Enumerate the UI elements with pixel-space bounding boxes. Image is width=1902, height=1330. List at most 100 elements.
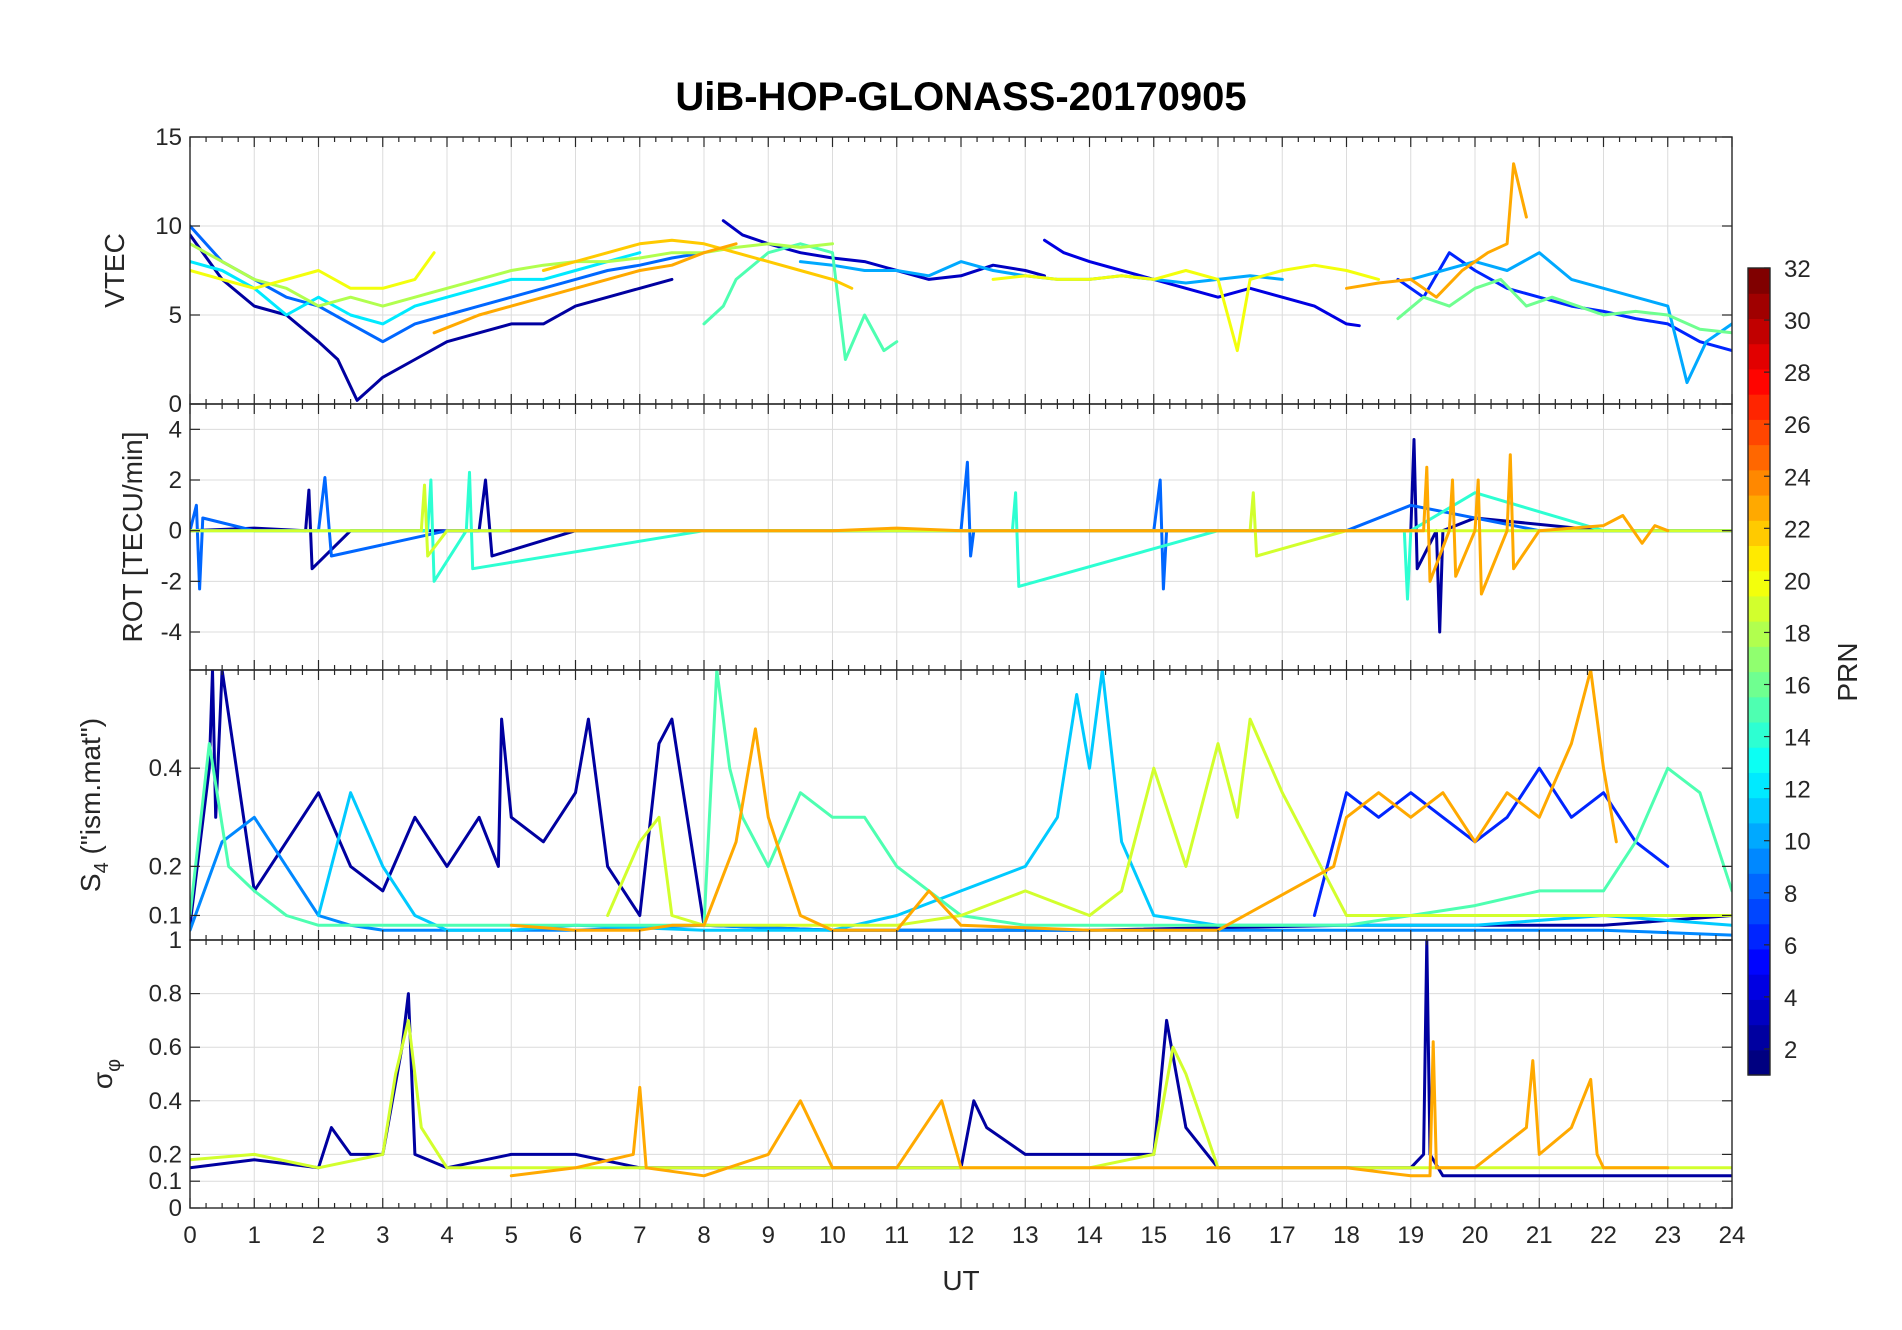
vtec-y-tick-label: 15	[155, 124, 182, 151]
rot-y-tick-label: 4	[169, 416, 182, 443]
ylabel-subscript: φ	[103, 1059, 125, 1072]
sigma_phi-y-tick-label: 0.6	[149, 1034, 182, 1061]
colorbar-segment	[1748, 1049, 1770, 1076]
vtec-series-prn-3	[721, 219, 1046, 281]
x-tick-label: 10	[819, 1222, 846, 1249]
colorbar-segment	[1748, 999, 1770, 1026]
s4-y-tick-label: 0.2	[149, 853, 182, 880]
rot-y-tick-label: -2	[161, 568, 182, 595]
x-tick-label: 14	[1076, 1222, 1103, 1249]
rot-y-tick-label: -4	[161, 619, 182, 646]
colorbar-tick-label: 28	[1784, 360, 1811, 387]
ylabel-subscript: 4	[91, 862, 113, 873]
colorbar-segment	[1748, 898, 1770, 925]
vtec-y-tick-label: 10	[155, 213, 182, 240]
rot-y-axis-label: ROT [TECU/min]	[117, 431, 148, 642]
vtec-series-prn-16	[1396, 277, 1732, 335]
x-tick-label: 8	[697, 1222, 710, 1249]
colorbar-segment	[1748, 747, 1770, 773]
x-tick-label: 23	[1654, 1222, 1681, 1249]
vtec-y-tick-label: 5	[169, 302, 182, 329]
colorbar-segment	[1748, 419, 1770, 446]
x-tick-label: 7	[633, 1222, 646, 1249]
x-axis-label: UT	[942, 1265, 979, 1296]
colorbar-tick-label: 32	[1784, 256, 1811, 283]
colorbar-segment	[1748, 343, 1770, 370]
sigma_phi-y-tick-label: 0.8	[149, 981, 182, 1008]
s4-y-axis-label: S4 ("ism.mat")	[75, 718, 113, 892]
vtec-series-prn-12	[190, 251, 642, 326]
colorbar-frame	[1747, 267, 1771, 1076]
x-tick-label: 4	[440, 1222, 453, 1249]
vtec-series-prn-2	[190, 233, 674, 402]
colorbar-segment	[1748, 923, 1770, 950]
s4-panel: 0.1 0.2 0.4 S4 ("ism.mat")	[75, 669, 1733, 941]
colorbar-segment	[1748, 696, 1770, 723]
x-tick-label: 9	[762, 1222, 775, 1249]
vtec-series-prn-23	[432, 242, 738, 335]
sigma_phi-y-tick-label: 0.1	[149, 1168, 182, 1195]
x-tick-label: 6	[569, 1222, 582, 1249]
vtec-series-prn-20	[991, 263, 1381, 353]
colorbar-segment	[1748, 368, 1770, 395]
ylabel-main: σ	[87, 1072, 118, 1089]
s4-y-tick-label: 0.1	[149, 902, 182, 929]
vtec-panel: 0 5 10 15 VTEC	[99, 124, 1733, 418]
colorbar-segment	[1748, 595, 1770, 622]
sigma_phi-y-tick-label: 0.4	[149, 1088, 182, 1115]
colorbar-segment	[1748, 268, 1770, 294]
vtec-series-prn-8	[190, 224, 706, 344]
colorbar-tick-label: 18	[1784, 620, 1811, 647]
colorbar-tick-label: 22	[1784, 516, 1811, 543]
x-tick-label: 12	[948, 1222, 975, 1249]
colorbar-segment	[1748, 469, 1770, 496]
x-tick-label: 20	[1462, 1222, 1489, 1249]
rot-series-group	[190, 438, 1732, 634]
vtec-series-group	[190, 162, 1732, 402]
s4-series-prn-15	[190, 670, 1732, 927]
s4-series-group	[190, 670, 1732, 937]
x-tick-label: 2	[312, 1222, 325, 1249]
s4-series-prn-19	[606, 717, 1732, 927]
colorbar-segment	[1748, 1024, 1770, 1051]
colorbar-segment	[1748, 293, 1770, 320]
sigma_phi-y-tick-label: 0	[169, 1195, 182, 1222]
colorbar-segment	[1748, 873, 1770, 900]
colorbar-segment	[1748, 721, 1770, 748]
colorbar-segment	[1748, 974, 1770, 1000]
colorbar-segment	[1748, 318, 1770, 345]
x-tick-label: 3	[376, 1222, 389, 1249]
rot-panel: -4 -2 0 2 4 ROT [TECU/min]	[117, 403, 1733, 671]
sigma_phi-series-group	[190, 940, 1732, 1178]
rot-y-tick-label: 2	[169, 467, 182, 494]
colorbar-tick-label: 8	[1784, 881, 1797, 908]
x-tick-label: 21	[1526, 1222, 1553, 1249]
colorbar-segment	[1748, 646, 1770, 673]
vtec-series-prn-23	[1345, 162, 1528, 299]
colorbar-segment	[1748, 621, 1770, 647]
sigma_phi-series-prn-23	[509, 1040, 1670, 1178]
x-tick-label: 5	[505, 1222, 518, 1249]
sigma-phi-panel: 00.10.2 0.4 0.6 0.8 1 σφ	[87, 927, 1733, 1222]
colorbar-segment	[1748, 570, 1770, 597]
x-tick-label: 0	[183, 1222, 196, 1249]
colorbar-segment	[1748, 822, 1770, 849]
ylabel-rest: ("ism.mat")	[75, 718, 106, 862]
x-tick-label: 1	[248, 1222, 261, 1249]
colorbar-tick-label: 2	[1784, 1037, 1797, 1064]
x-tick-label: 17	[1269, 1222, 1296, 1249]
colorbar-segment	[1748, 494, 1770, 521]
colorbar-segment	[1748, 545, 1770, 572]
colorbar-tick-label: 12	[1784, 777, 1811, 804]
x-axis: 0 1 2 3 4 5 6 7 8 9 10 11 12 13 14 15 16 17 18 19 20 21 22 23 24	[183, 1222, 1745, 1249]
colorbar-tick-label: 6	[1784, 933, 1797, 960]
vtec-series-prn-20	[190, 251, 436, 290]
colorbar-segment	[1748, 772, 1770, 799]
sigma_phi-y-tick-label: 1	[169, 927, 182, 954]
x-tick-label: 24	[1719, 1222, 1746, 1249]
colorbar-segment	[1748, 848, 1770, 874]
x-tick-label: 22	[1590, 1222, 1617, 1249]
rot-y-tick-label: 0	[169, 518, 182, 545]
ylabel-main: S	[75, 873, 106, 892]
